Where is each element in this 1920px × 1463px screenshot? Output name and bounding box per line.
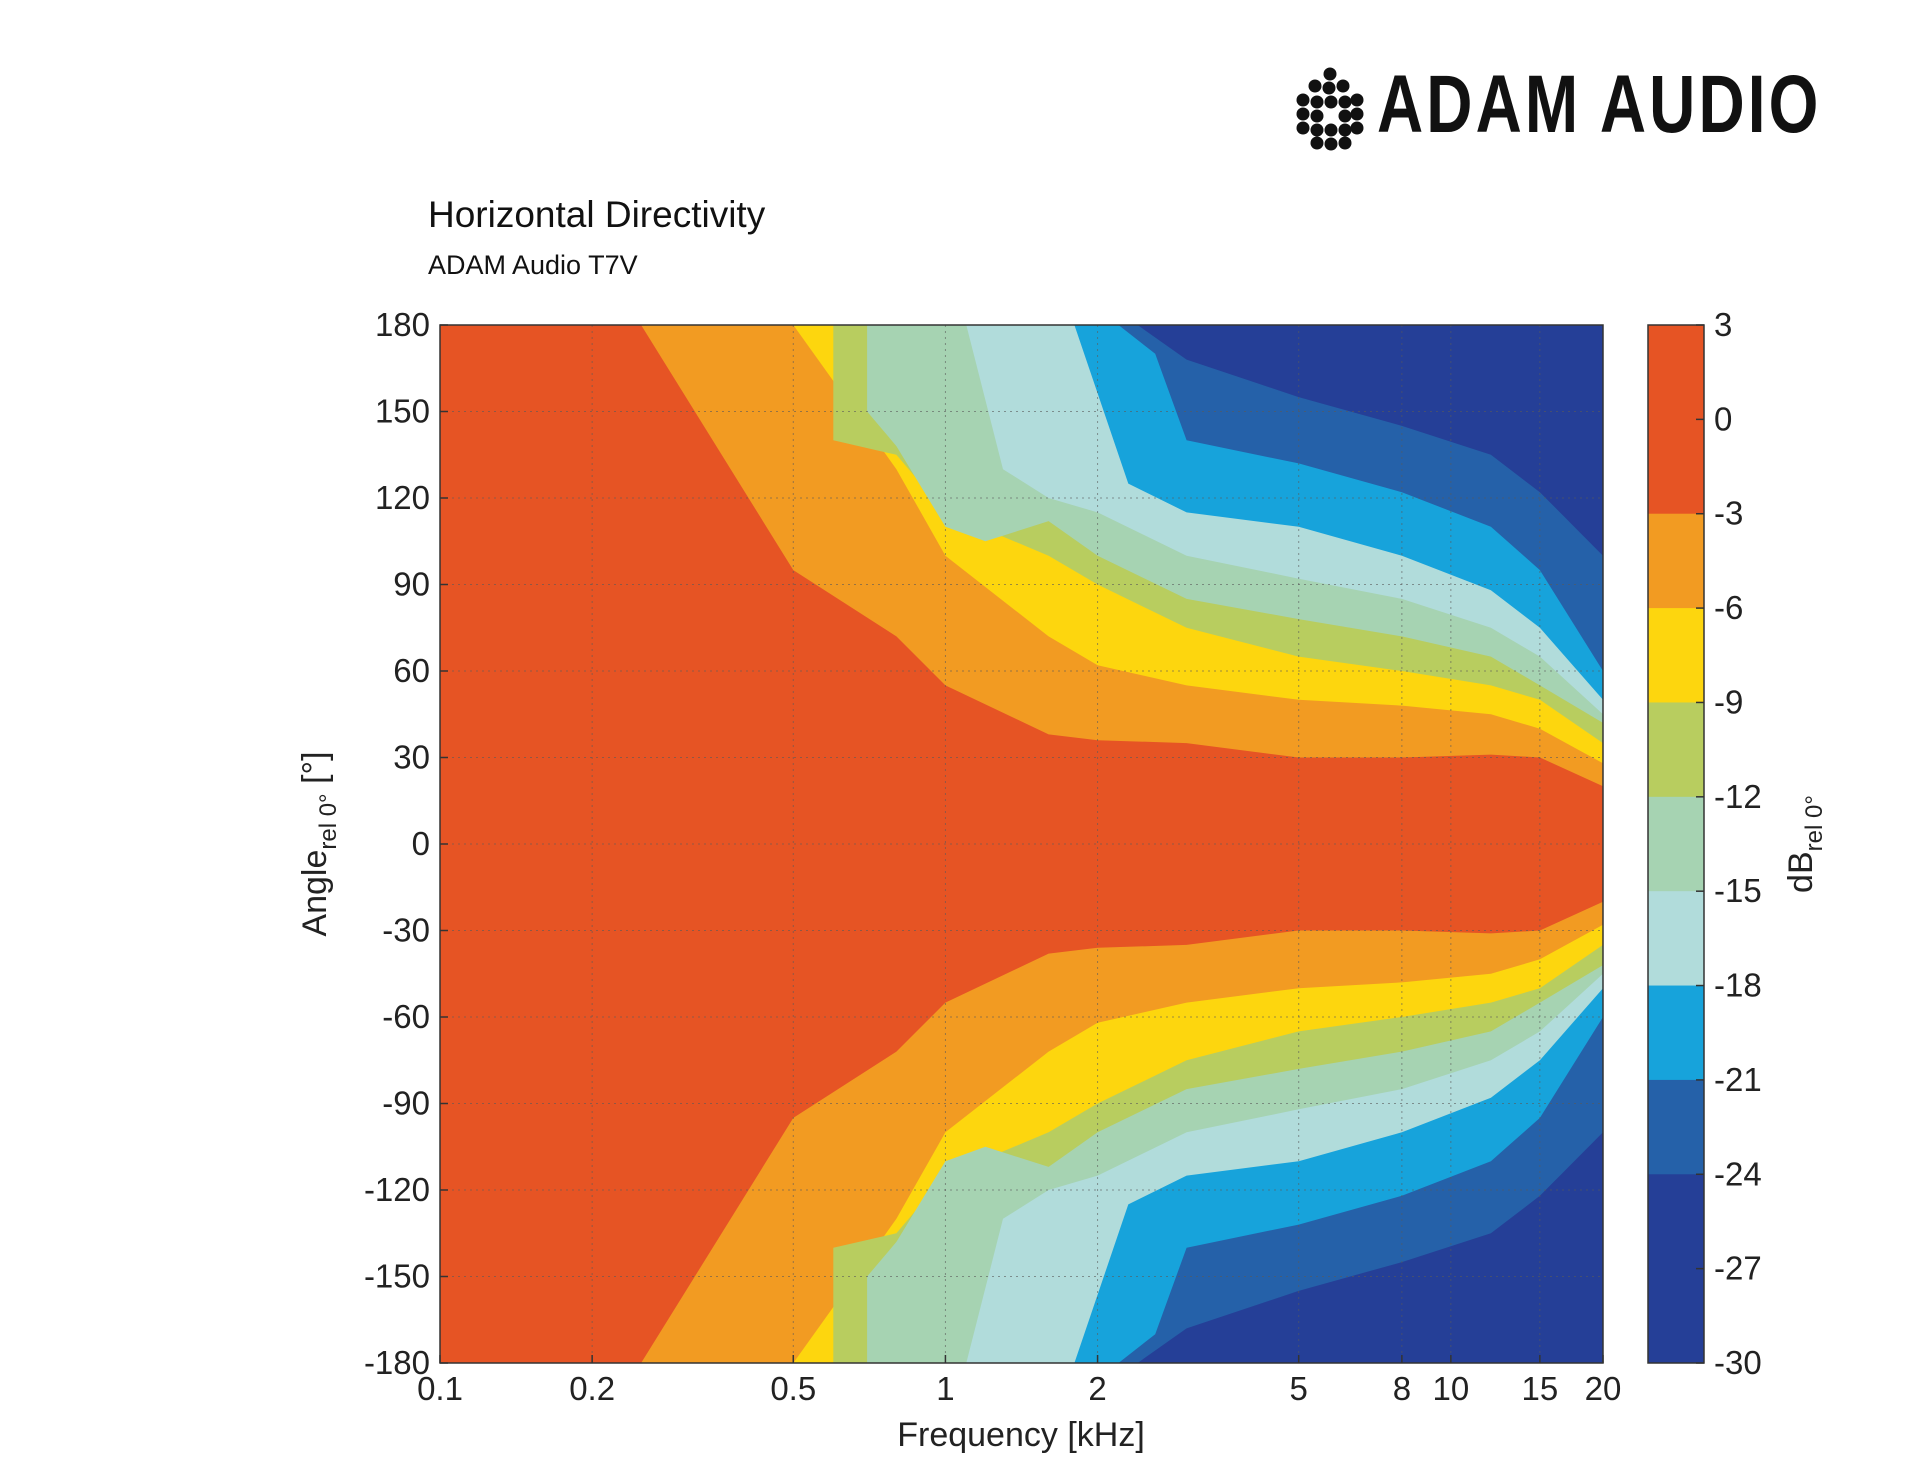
logo-mark-icon	[1296, 67, 1364, 151]
colorbar-tick-label: -30	[1714, 1344, 1762, 1381]
y-axis-label-unit: [°]	[296, 751, 334, 793]
colorbar-tick-label: -9	[1714, 683, 1743, 720]
x-tick-label: 8	[1393, 1370, 1411, 1407]
colorbar-tick-label: -18	[1714, 967, 1762, 1004]
colorbar-tick-label: 3	[1714, 306, 1732, 343]
x-tick-label: 20	[1585, 1370, 1622, 1407]
colorbar-tick-label: 0	[1714, 400, 1732, 437]
x-tick-label: 15	[1521, 1370, 1558, 1407]
y-tick-label: 90	[393, 566, 430, 603]
y-tick-label: -120	[364, 1171, 430, 1208]
colorbar-segment	[1648, 608, 1704, 703]
y-tick-label: 120	[375, 479, 430, 516]
colorbar-tick-label: -24	[1714, 1155, 1762, 1192]
colorbar-segment	[1648, 891, 1704, 987]
y-axis-label-main: Angle	[296, 850, 334, 937]
colorbar-segment	[1648, 796, 1704, 892]
y-tick-label: -180	[364, 1344, 430, 1381]
plot-area	[440, 325, 1603, 1363]
x-tick-label: 0.1	[417, 1370, 463, 1407]
y-axis-label-sub: rel 0°	[315, 793, 342, 849]
chart-title: Horizontal Directivity	[428, 194, 766, 235]
y-tick-label: -30	[382, 912, 430, 949]
y-tick-label: -150	[364, 1258, 430, 1295]
colorbar-segment	[1648, 513, 1704, 609]
y-axis-label: Anglerel 0° [°]	[296, 751, 342, 936]
x-axis: 0.1 0.2 0.5 1 2 5 8 10 15 20	[417, 1355, 1621, 1407]
y-tick-label: 150	[375, 393, 430, 430]
x-tick-label: 5	[1290, 1370, 1308, 1407]
colorbar-tick-label: -15	[1714, 872, 1762, 909]
colorbar-segment	[1648, 985, 1704, 1081]
y-tick-label: 30	[393, 739, 430, 776]
x-axis-label: Frequency [kHz]	[897, 1416, 1145, 1454]
y-axis: 180 150 120 90 60 30 0 -30 -60 -90 -120 -150 -180	[364, 306, 448, 1381]
colorbar-segment	[1648, 419, 1704, 515]
colorbar-segment	[1648, 1079, 1704, 1175]
colorbar-segment	[1648, 1268, 1704, 1364]
y-tick-label: 60	[393, 652, 430, 689]
x-tick-label: 2	[1088, 1370, 1106, 1407]
contour-region	[1137, 325, 1603, 1363]
y-tick-label: 180	[375, 306, 430, 343]
x-tick-label: 10	[1432, 1370, 1469, 1407]
x-tick-label: 0.2	[569, 1370, 615, 1407]
colorbar-tick-label: -6	[1714, 589, 1743, 626]
chart-subtitle: ADAM Audio T7V	[428, 250, 638, 280]
colorbar-label-sub: rel 0°	[1801, 795, 1828, 851]
brand-logo: ADAM AUDIO	[1285, 62, 1818, 152]
y-tick-label: -60	[382, 998, 430, 1035]
colorbar-tick-label: -27	[1714, 1250, 1762, 1287]
colorbar-tick-label: -12	[1714, 778, 1762, 815]
x-tick-label: 0.5	[770, 1370, 816, 1407]
brand-name: ADAM AUDIO	[1377, 59, 1822, 150]
colorbar-tick-label: -3	[1714, 495, 1743, 532]
colorbar-label: dBrel 0°	[1782, 795, 1828, 893]
colorbar-segment	[1648, 1174, 1704, 1270]
y-tick-label: 0	[412, 825, 430, 862]
colorbar-segment	[1648, 325, 1704, 420]
x-tick-label: 1	[936, 1370, 954, 1407]
colorbar-segment	[1648, 702, 1704, 798]
colorbar-tick-label: -21	[1714, 1061, 1762, 1098]
colorbar-frame	[1647, 324, 1705, 1364]
y-tick-label: -90	[382, 1085, 430, 1122]
colorbar-label-main: dB	[1782, 851, 1820, 893]
colorbar: 3 0 -3 -6 -9 -12 -15 -18 -21 -24 -27 -30	[1647, 306, 1762, 1381]
